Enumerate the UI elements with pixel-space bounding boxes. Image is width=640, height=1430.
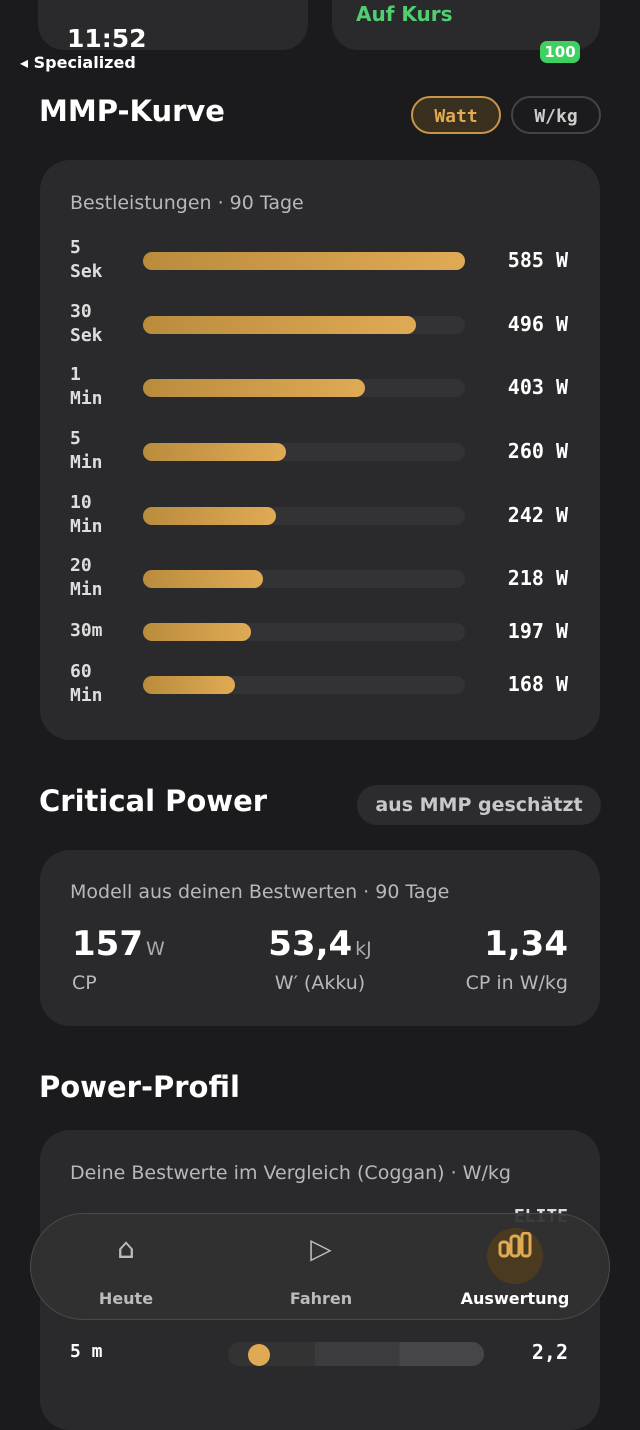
bar-track bbox=[143, 316, 465, 334]
back-label: Specialized bbox=[33, 53, 136, 72]
value-label: 585 W bbox=[507, 248, 568, 272]
bar-track bbox=[143, 623, 465, 641]
bar-track bbox=[143, 379, 465, 397]
card-subtitle: Deine Bestwerte im Vergleich (Coggan) · … bbox=[70, 1162, 511, 1184]
value-label: 242 W bbox=[507, 503, 568, 527]
tab-icon bbox=[485, 1231, 545, 1265]
duration-label: Sek bbox=[70, 325, 103, 346]
stat-value: 157 bbox=[72, 924, 143, 964]
battery: 100 bbox=[540, 41, 580, 63]
stat: 157 W bbox=[72, 924, 165, 964]
toggle-wkg[interactable]: W/kg bbox=[511, 96, 601, 134]
time: 11:52 bbox=[67, 24, 147, 53]
duration-label: Sek bbox=[70, 261, 103, 282]
value-label: 496 W bbox=[507, 312, 568, 336]
tab-icon: ▷ bbox=[310, 1232, 332, 1265]
bar bbox=[143, 676, 236, 694]
profile-row-label: 5 m bbox=[70, 1341, 103, 1362]
section-title: MMP-Kurve bbox=[39, 94, 225, 128]
duration-label: 30 bbox=[70, 301, 92, 322]
section-title: Power-Profil bbox=[39, 1070, 240, 1104]
bar bbox=[143, 443, 287, 461]
stat-label: CP in W/kg bbox=[465, 972, 568, 994]
toggle-watt[interactable]: Watt bbox=[411, 96, 501, 134]
value-label: 197 W bbox=[507, 619, 568, 643]
tab-bar: ⌂ Heute ▷ Fahren Auswertung bbox=[30, 1213, 610, 1320]
duration-label: 60 bbox=[70, 661, 92, 682]
card-subtitle: Modell aus deinen Bestwerten · 90 Tage bbox=[70, 881, 450, 903]
bar bbox=[143, 379, 365, 397]
back-link[interactable]: ◂ Specialized bbox=[20, 53, 136, 72]
bar bbox=[143, 570, 263, 588]
cp-card: Modell aus deinen Bestwerten · 90 Tage 1… bbox=[40, 850, 600, 1026]
bar bbox=[143, 252, 465, 270]
duration-label: Min bbox=[70, 516, 103, 537]
bar bbox=[143, 507, 277, 525]
profile-row-value: 2,2 bbox=[531, 1340, 568, 1364]
duration-label: Min bbox=[70, 452, 103, 473]
bar-track bbox=[143, 676, 465, 694]
stat-value: 1,34 bbox=[484, 924, 568, 964]
duration-label: 5 bbox=[70, 428, 81, 449]
stat: 53,4 kJ bbox=[40, 924, 600, 964]
profile-track bbox=[228, 1342, 484, 1366]
stat-unit: kJ bbox=[355, 938, 372, 960]
value-label: 403 W bbox=[507, 375, 568, 399]
profile-dot bbox=[248, 1344, 270, 1366]
bar bbox=[143, 623, 252, 641]
screen: Auf Kurs 11:52 ◂ Specialized 100 MMP-Kur… bbox=[20, 0, 610, 1430]
duration-label: 1 bbox=[70, 364, 81, 385]
duration-label: Min bbox=[70, 579, 103, 600]
duration-label: Min bbox=[70, 388, 103, 409]
value-label: 218 W bbox=[507, 566, 568, 590]
duration-label: 30m bbox=[70, 620, 103, 641]
duration-label: 5 bbox=[70, 237, 81, 258]
tab-label[interactable]: Heute bbox=[98, 1289, 154, 1308]
tab-label[interactable]: Fahren bbox=[289, 1289, 353, 1308]
duration-label: 20 bbox=[70, 555, 92, 576]
bar-track bbox=[143, 252, 465, 270]
value-label: 260 W bbox=[507, 439, 568, 463]
bar-track bbox=[143, 570, 465, 588]
stat: 1,34 bbox=[484, 924, 568, 964]
stat-unit: W bbox=[145, 938, 165, 960]
duration-label: 10 bbox=[70, 492, 92, 513]
stat-value: 53,4 bbox=[268, 924, 353, 964]
duration-label: Min bbox=[70, 685, 103, 706]
bar bbox=[143, 316, 416, 334]
bar-track bbox=[143, 443, 465, 461]
tab-icon: ⌂ bbox=[117, 1232, 135, 1265]
stat-label: W′ (Akku) bbox=[274, 972, 366, 994]
badge: aus MMP geschätzt bbox=[357, 785, 601, 825]
status-tag: Auf Kurs bbox=[356, 2, 453, 26]
tab-label[interactable]: Auswertung bbox=[460, 1289, 570, 1308]
value-label: 168 W bbox=[507, 672, 568, 696]
stat-label: CP bbox=[72, 972, 97, 994]
card-top-left bbox=[38, 0, 308, 50]
card-subtitle: Bestleistungen · 90 Tage bbox=[70, 192, 304, 214]
mmp-card: Bestleistungen · 90 Tage 5 Sek 585 W 30 Sek 4… bbox=[40, 160, 600, 740]
bar-track bbox=[143, 507, 465, 525]
chart-icon bbox=[498, 1231, 532, 1258]
section-title: Critical Power bbox=[39, 784, 268, 818]
